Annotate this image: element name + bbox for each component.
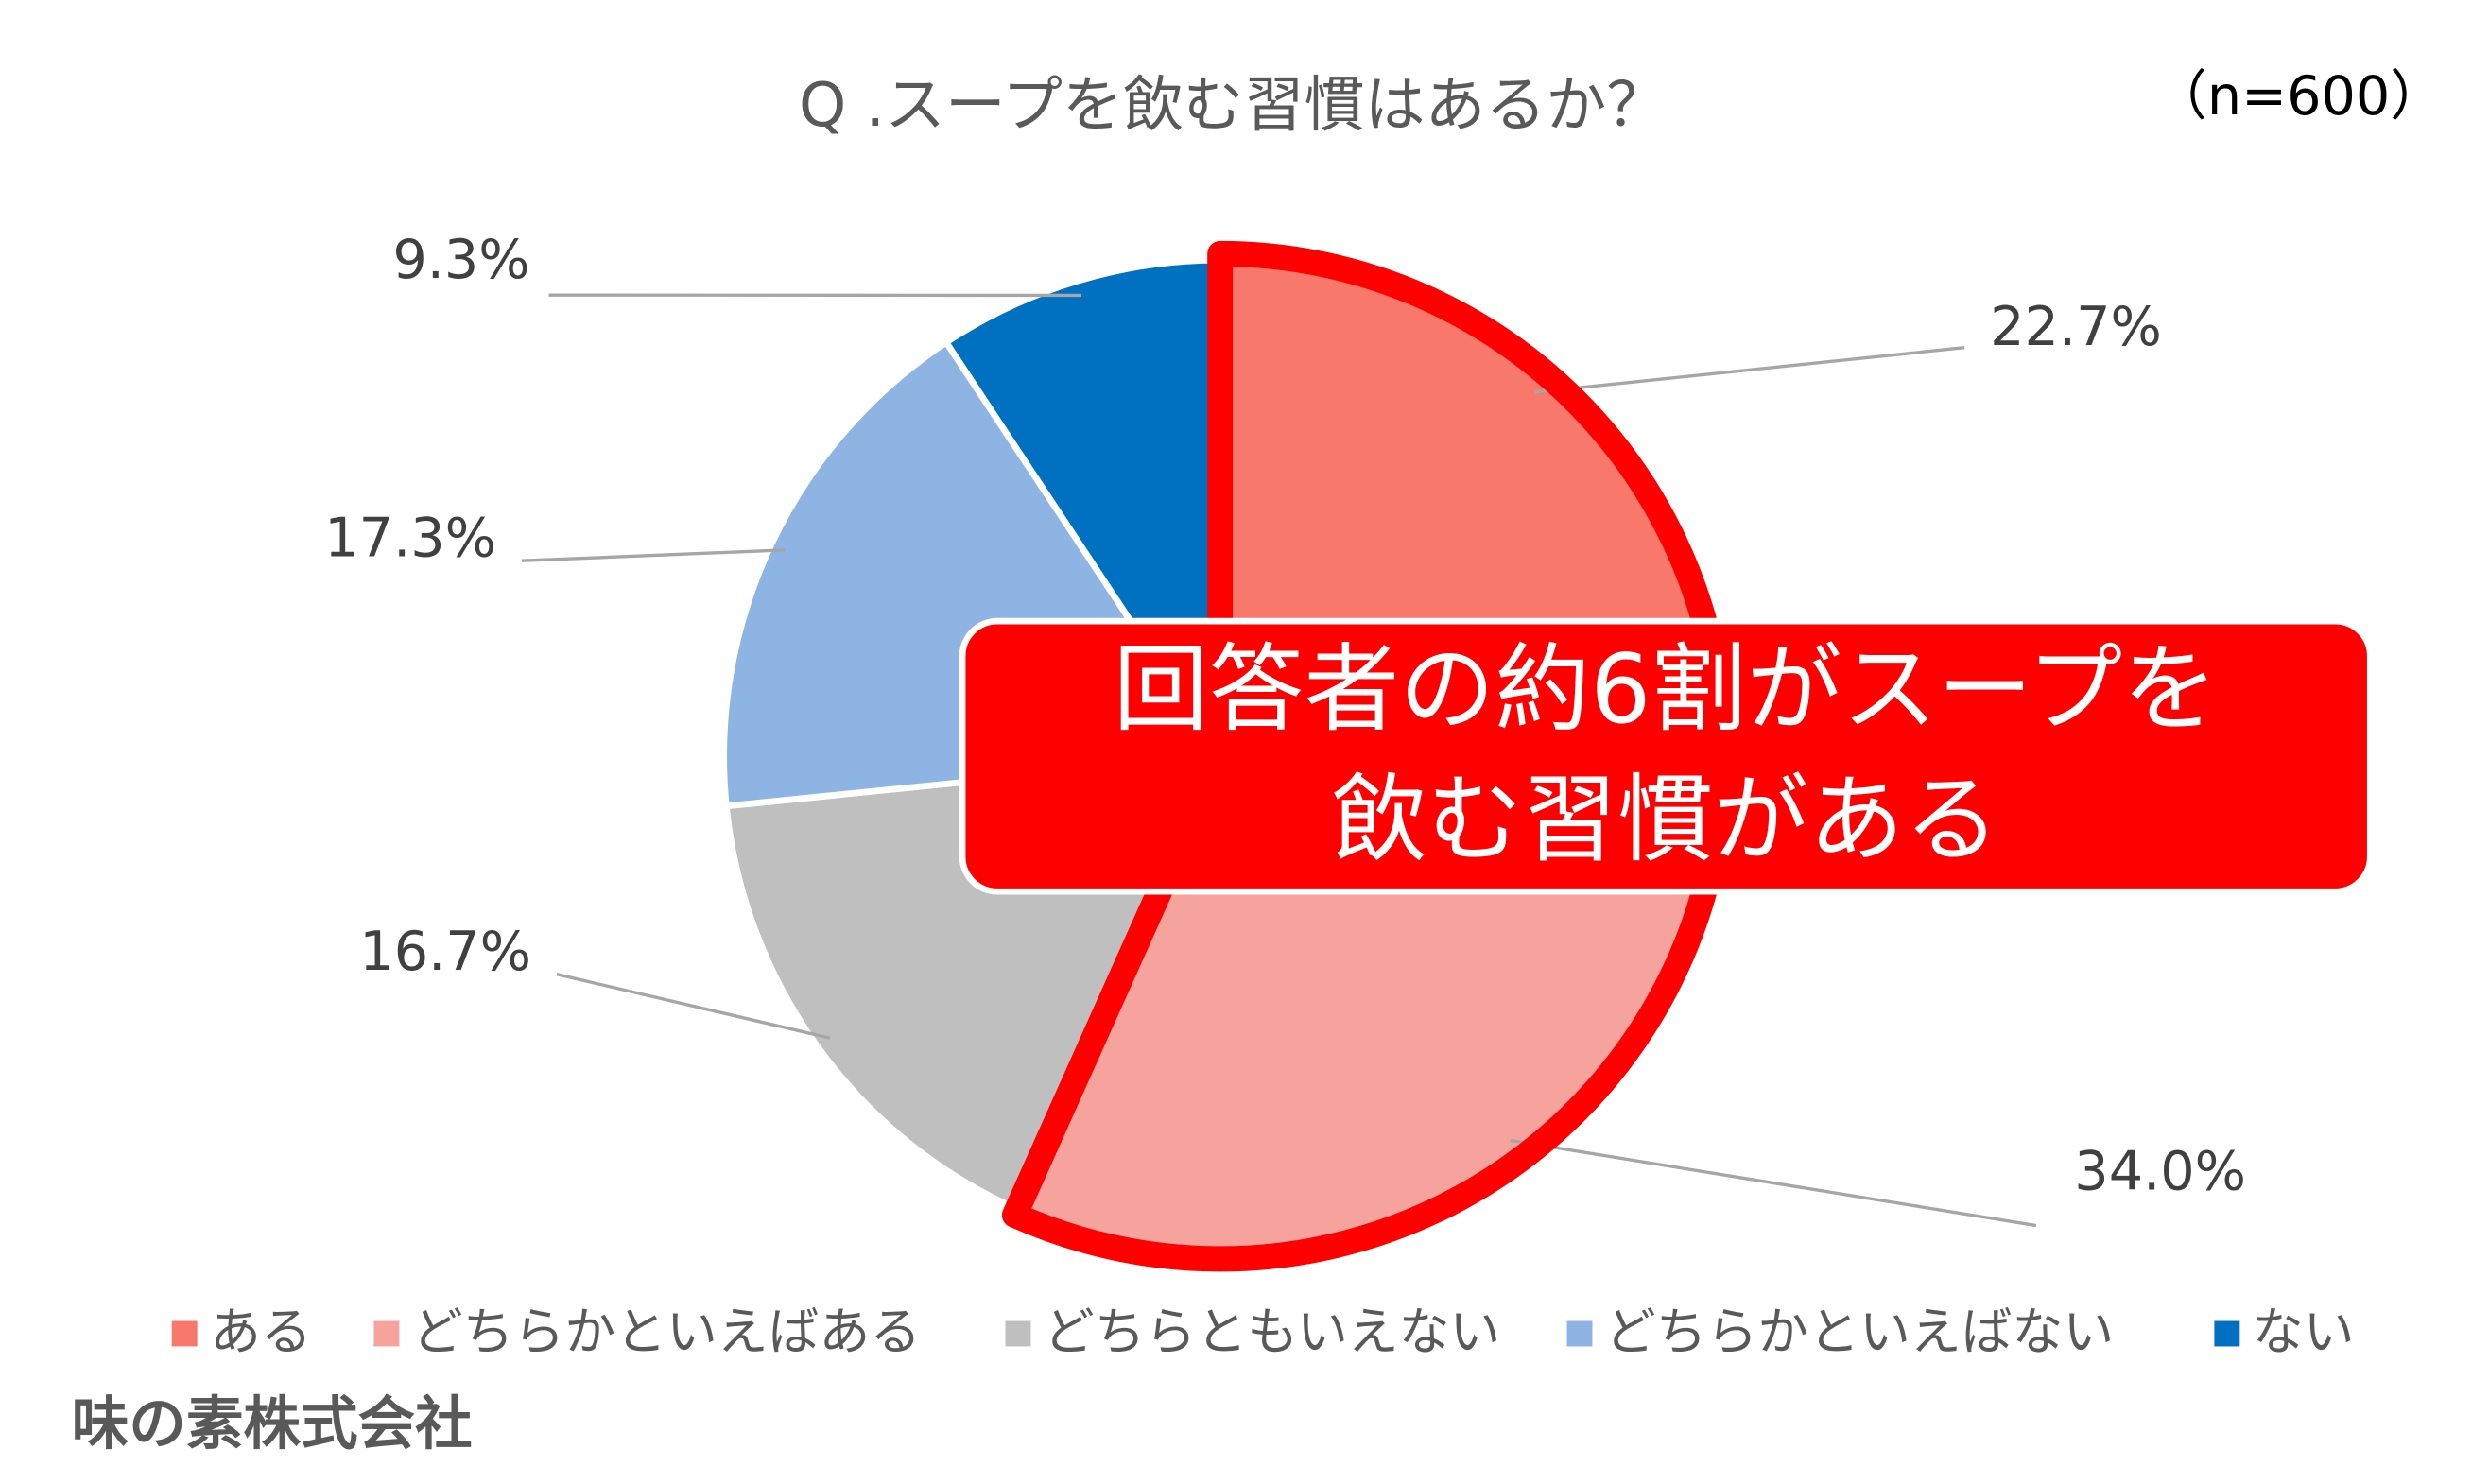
legend-swatch (1566, 1320, 1593, 1347)
data-label: 22.7% (1990, 296, 2162, 358)
legend-label: どちらかといえばない (1605, 1302, 2114, 1361)
leader-line (556, 973, 831, 1040)
data-label: 9.3% (392, 229, 529, 291)
data-label: 34.0% (2074, 1140, 2246, 1202)
chart-subtitle: （n=600） (2153, 65, 2445, 128)
legend-swatch (2214, 1320, 2240, 1347)
legend-label: ある (210, 1302, 312, 1361)
legend-swatch (171, 1320, 198, 1347)
legend-label: どちらかといえばある (412, 1302, 921, 1361)
annotation-text: 飲む習慣がある (1332, 764, 2000, 875)
legend-label: どちらともいえない (1044, 1302, 1500, 1361)
legend-swatch (1005, 1320, 1031, 1347)
data-label: 16.7% (359, 921, 531, 983)
chart-title: Q .スープを飲む習慣はあるか？ (799, 71, 1667, 141)
leader-line (1510, 1138, 2037, 1228)
leader-line (521, 548, 786, 562)
leader-line (1534, 346, 1965, 394)
annotation-box (959, 617, 2374, 895)
data-label: 17.3% (324, 508, 496, 570)
source: 味の素株式会社 (72, 1391, 473, 1458)
legend-swatch (373, 1320, 400, 1347)
annotation-text: 回答者の約6割がスープを (1114, 633, 2219, 745)
legend-label: ない (2253, 1302, 2355, 1361)
